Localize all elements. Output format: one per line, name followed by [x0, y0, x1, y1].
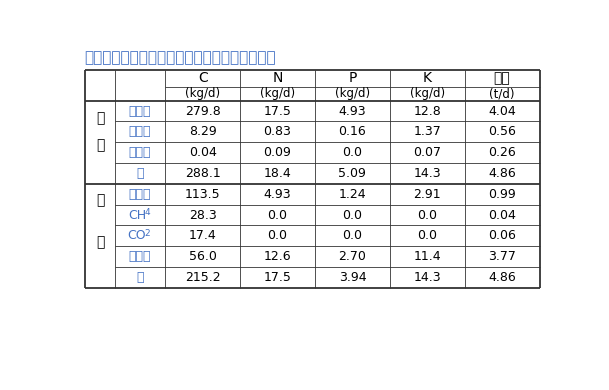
Text: 18.4: 18.4 [264, 167, 292, 180]
Text: 4.93: 4.93 [339, 105, 366, 118]
Text: C: C [198, 71, 208, 85]
Text: 11.4: 11.4 [414, 250, 441, 263]
Text: 17.5: 17.5 [264, 105, 292, 118]
Text: 0.09: 0.09 [264, 146, 292, 159]
Text: (kg/d): (kg/d) [185, 87, 220, 100]
Text: 計: 計 [136, 271, 144, 284]
Text: 5.09: 5.09 [339, 167, 367, 180]
Text: 8.29: 8.29 [189, 126, 217, 138]
Text: 4: 4 [144, 208, 150, 217]
Text: 0.26: 0.26 [488, 146, 516, 159]
Text: 夾雑物: 夾雑物 [129, 188, 151, 201]
Text: 0.56: 0.56 [488, 126, 516, 138]
Text: 3.77: 3.77 [488, 250, 516, 263]
Text: 12.8: 12.8 [414, 105, 441, 118]
Text: 2: 2 [144, 229, 150, 238]
Text: 入: 入 [96, 138, 104, 152]
Text: 279.8: 279.8 [185, 105, 220, 118]
Text: 0.0: 0.0 [267, 229, 287, 242]
Text: 洗浄水: 洗浄水 [129, 146, 151, 159]
Text: 17.5: 17.5 [264, 271, 292, 284]
Text: 14.3: 14.3 [414, 271, 441, 284]
Text: 0.0: 0.0 [342, 146, 362, 159]
Text: 0.99: 0.99 [488, 188, 516, 201]
Text: 56.0: 56.0 [189, 250, 217, 263]
Text: P: P [348, 71, 357, 85]
Text: 0.04: 0.04 [189, 146, 217, 159]
Text: 215.2: 215.2 [185, 271, 220, 284]
Text: 4.86: 4.86 [488, 167, 516, 180]
Text: N: N [272, 71, 283, 85]
Text: 0.0: 0.0 [342, 229, 362, 242]
Text: 0.83: 0.83 [264, 126, 292, 138]
Text: 成: 成 [96, 235, 104, 249]
Text: 投: 投 [96, 111, 104, 125]
Text: 2.70: 2.70 [339, 250, 367, 263]
Text: 288.1: 288.1 [185, 167, 220, 180]
Text: 1.24: 1.24 [339, 188, 366, 201]
Text: 3.94: 3.94 [339, 271, 366, 284]
Text: 2.91: 2.91 [414, 188, 441, 201]
Text: 野菜汁: 野菜汁 [129, 126, 151, 138]
Text: 表１　メタン発酵槽への投入量と生成量（例）: 表１ メタン発酵槽への投入量と生成量（例） [84, 50, 275, 65]
Text: 0.06: 0.06 [488, 229, 516, 242]
Text: 0.07: 0.07 [414, 146, 442, 159]
Text: 0.0: 0.0 [417, 229, 437, 242]
Text: 4.04: 4.04 [488, 105, 516, 118]
Text: (kg/d): (kg/d) [335, 87, 370, 100]
Text: CO: CO [128, 229, 146, 242]
Text: 生: 生 [96, 193, 104, 207]
Text: 17.4: 17.4 [189, 229, 217, 242]
Text: ふん尿: ふん尿 [129, 105, 151, 118]
Text: 113.5: 113.5 [185, 188, 220, 201]
Text: K: K [423, 71, 432, 85]
Text: 0.0: 0.0 [417, 209, 437, 222]
Text: 0.16: 0.16 [339, 126, 366, 138]
Text: 計: 計 [136, 167, 144, 180]
Text: 4.93: 4.93 [264, 188, 291, 201]
Text: 12.6: 12.6 [264, 250, 291, 263]
Text: (t/d): (t/d) [490, 87, 515, 100]
Text: 14.3: 14.3 [414, 167, 441, 180]
Text: 0.0: 0.0 [342, 209, 362, 222]
Text: (kg/d): (kg/d) [260, 87, 295, 100]
Text: 重量: 重量 [494, 71, 510, 85]
Text: 1.37: 1.37 [414, 126, 441, 138]
Text: 28.3: 28.3 [189, 209, 217, 222]
Text: 0.04: 0.04 [488, 209, 516, 222]
Text: (kg/d): (kg/d) [410, 87, 445, 100]
Text: 0.0: 0.0 [267, 209, 287, 222]
Text: CH: CH [128, 209, 146, 222]
Text: 消化液: 消化液 [129, 250, 151, 263]
Text: 4.86: 4.86 [488, 271, 516, 284]
